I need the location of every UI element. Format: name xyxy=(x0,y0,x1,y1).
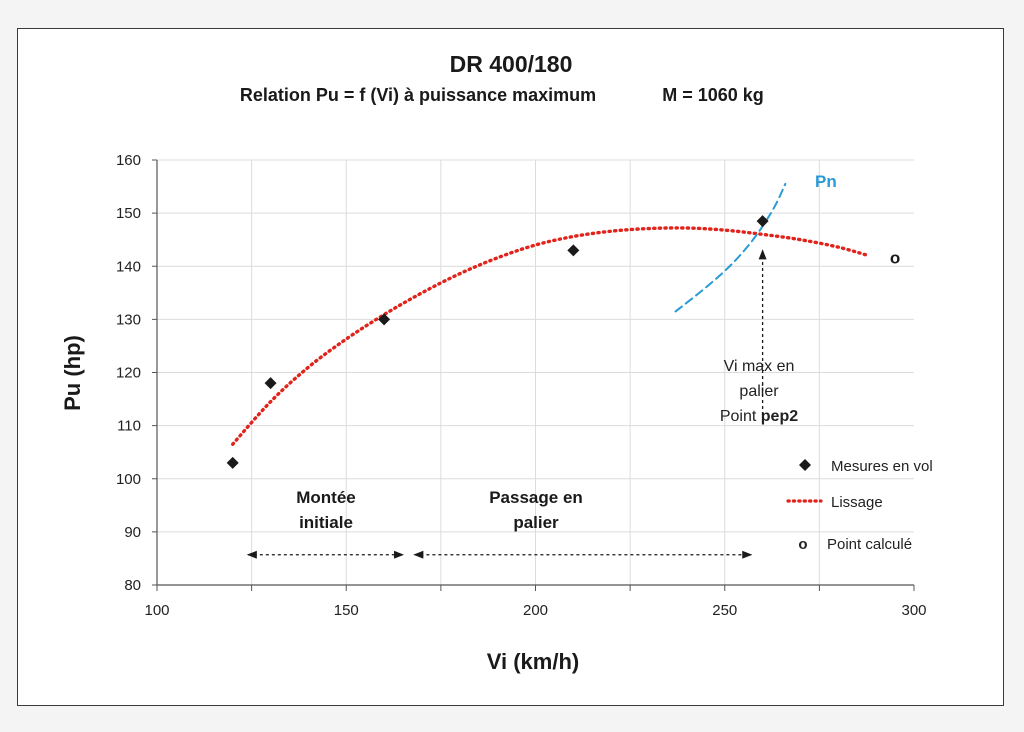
series: o xyxy=(226,182,900,469)
phase2-label-line2: palier xyxy=(513,513,559,532)
chart-subtitle: Relation Pu = f (Vi) à puissance maximum xyxy=(240,85,596,105)
vimax-annotation-bold: pep2 xyxy=(761,408,798,425)
grid xyxy=(157,159,914,586)
y-tick-label: 130 xyxy=(116,311,141,328)
y-tick-label: 120 xyxy=(116,365,141,382)
y-tick-label: 110 xyxy=(117,418,141,435)
measure-point xyxy=(756,215,769,228)
legend: Mesures en vol Lissage o Point calculé xyxy=(786,458,933,553)
measure-point xyxy=(378,313,391,326)
pn-curve-label: Pn xyxy=(815,172,837,191)
legend-diamond-marker xyxy=(799,459,811,471)
y-tick-label: 100 xyxy=(116,471,141,488)
y-axis-title: Pu (hp) xyxy=(60,335,85,411)
x-tick-label: 100 xyxy=(144,602,169,619)
x-axis-title: Vi (km/h) xyxy=(487,649,580,674)
y-tick-label: 80 xyxy=(124,577,141,594)
phase1-label-line1: Montée xyxy=(296,488,356,507)
tick-labels: 100 150 200 250 300 80 90 100 110 120 130 140 150 160 xyxy=(116,152,927,619)
measure-point xyxy=(264,377,277,390)
phase1-label-line2: initiale xyxy=(299,513,353,532)
x-tick-label: 150 xyxy=(334,602,359,619)
chart-title: DR 400/180 xyxy=(450,51,573,77)
legend-smoothing-label: Lissage xyxy=(831,494,883,511)
axes xyxy=(152,159,915,591)
measure-point xyxy=(226,456,239,469)
smoothing-curve xyxy=(231,226,871,446)
chart-frame: DR 400/180 Relation Pu = f (Vi) à puissa… xyxy=(17,28,1004,706)
chart-svg: DR 400/180 Relation Pu = f (Vi) à puissa… xyxy=(60,51,933,674)
y-tick-label: 150 xyxy=(116,205,141,222)
vimax-annotation-line1: Vi max en xyxy=(724,358,795,375)
measure-point xyxy=(567,244,580,257)
y-tick-label: 140 xyxy=(116,258,141,275)
annotations: Pn Vi max en palier Point pep2 Montée in… xyxy=(246,172,837,559)
legend-computed-glyph: o xyxy=(798,536,807,553)
vimax-annotation-line2: palier xyxy=(739,383,779,400)
x-tick-label: 250 xyxy=(712,602,737,619)
pn-curve xyxy=(674,182,787,313)
vimax-annotation-prefix: Point xyxy=(720,408,761,425)
y-tick-label: 90 xyxy=(124,524,141,541)
legend-measures-label: Mesures en vol xyxy=(831,458,933,475)
vimax-annotation-line3: Point pep2 xyxy=(720,408,798,425)
x-tick-label: 300 xyxy=(901,602,926,619)
phase2-label-line1: Passage en xyxy=(489,488,583,507)
x-tick-label: 200 xyxy=(523,602,548,619)
computed-point: o xyxy=(890,248,900,267)
y-tick-label: 160 xyxy=(116,152,141,169)
chart-subtitle-mass: M = 1060 kg xyxy=(662,85,764,105)
legend-computed-label: Point calculé xyxy=(827,536,912,553)
